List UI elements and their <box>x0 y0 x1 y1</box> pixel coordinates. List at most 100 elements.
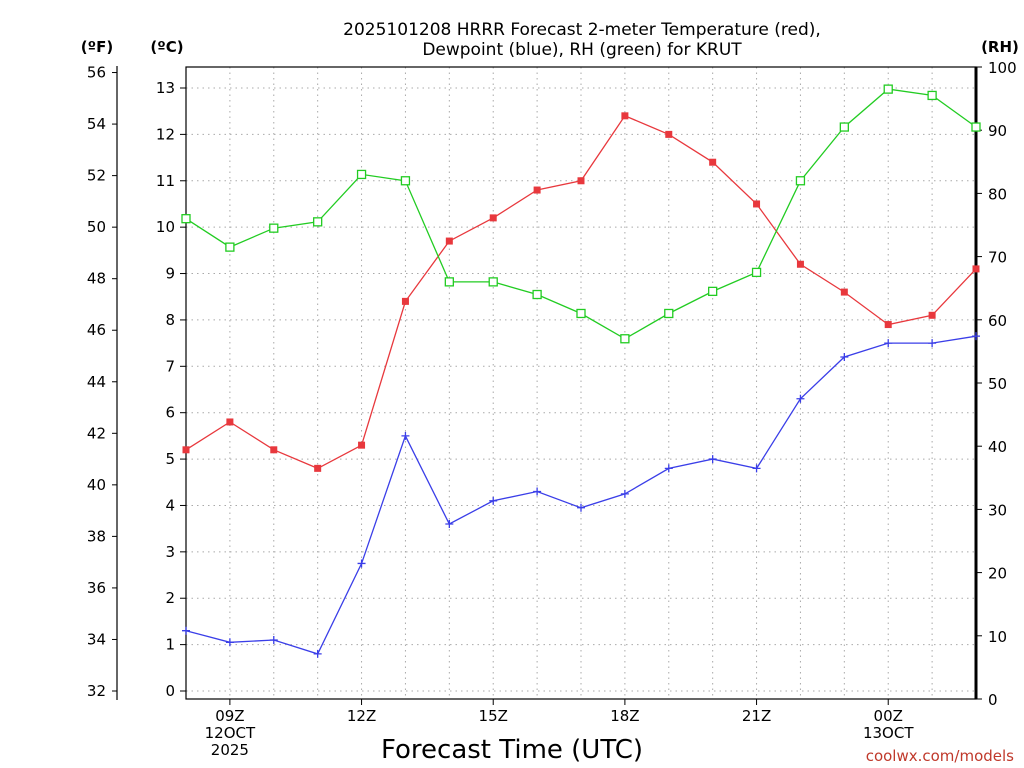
rh-point <box>444 277 454 287</box>
fahrenheit-tick-label: 32 <box>87 682 106 700</box>
rh-tick-label: 100 <box>988 59 1017 77</box>
rh-point <box>225 242 235 252</box>
temperature-point <box>182 446 190 454</box>
temperature-point <box>314 464 322 472</box>
dewpoint-point <box>269 635 278 644</box>
dewpoint-point <box>533 487 542 496</box>
rh-unit-label: (RH) <box>981 38 1019 56</box>
fahrenheit-tick-label: 36 <box>87 579 106 597</box>
celsius-tick-label: 1 <box>165 636 175 654</box>
celsius-tick-label: 12 <box>156 125 175 143</box>
series-layer <box>181 84 981 658</box>
series-rh <box>181 84 981 344</box>
fahrenheit-tick-label: 52 <box>87 167 106 185</box>
gridlines <box>186 67 976 699</box>
celsius-tick-label: 5 <box>165 450 175 468</box>
temperature-line <box>185 114 977 470</box>
x-tick-label: 12OCT <box>205 724 256 742</box>
temperature-point <box>709 158 717 166</box>
celsius-tick-label: 10 <box>156 218 175 236</box>
rh-tick-label: 50 <box>988 375 1007 393</box>
rh-point <box>269 223 279 233</box>
dewpoint-point <box>972 332 980 341</box>
fahrenheit-tick-label: 48 <box>87 270 106 288</box>
dewpoint-point <box>225 638 234 647</box>
rh-point <box>356 169 367 180</box>
x-tick-label: 13OCT <box>863 724 914 742</box>
rh-tick-label: 90 <box>988 122 1007 140</box>
fahrenheit-tick-label: 44 <box>87 373 106 391</box>
dewpoint-point <box>796 394 805 403</box>
rh-tick-label: 60 <box>988 312 1007 330</box>
dewpoint-point <box>577 503 585 512</box>
rh-point <box>751 267 762 278</box>
rh-point <box>532 289 542 300</box>
x-axis-label: Forecast Time (UTC) <box>381 735 643 765</box>
dewpoint-point <box>182 626 190 635</box>
rh-point <box>400 176 411 186</box>
celsius-tick-label: 11 <box>156 172 175 190</box>
dewpoint-point <box>664 464 673 473</box>
rh-point <box>795 176 806 186</box>
x-tick-label: 00Z <box>874 707 903 725</box>
dewpoint-point <box>708 455 717 464</box>
temperature-point <box>928 311 936 319</box>
temperature-point <box>621 112 629 120</box>
temperature-point <box>796 260 804 268</box>
rh-point <box>488 277 498 287</box>
series-dewpoint <box>182 332 980 658</box>
celsius-tick-label: 4 <box>165 496 175 514</box>
dewpoint-point <box>884 339 893 348</box>
temperature-point <box>445 237 453 245</box>
celsius-tick-label: 0 <box>165 682 175 700</box>
rh-tick-label: 20 <box>988 565 1007 583</box>
celsius-tick-label: 9 <box>165 265 175 283</box>
celsius-tick-label: 8 <box>165 311 175 329</box>
axes: 3234363840424446485052545601234567891011… <box>87 59 1017 759</box>
rh-point <box>576 308 586 319</box>
dewpoint-point <box>840 353 849 362</box>
temperature-point <box>753 200 761 208</box>
fahrenheit-unit-label: (ºF) <box>81 38 113 56</box>
dewpoint-point <box>928 339 937 348</box>
x-tick-label: 21Z <box>742 707 771 725</box>
rh-tick-label: 10 <box>988 628 1007 646</box>
rh-point <box>664 308 674 319</box>
rh-point <box>313 217 323 227</box>
temperature-point <box>226 418 234 426</box>
series-temperature <box>182 112 980 472</box>
celsius-tick-label: 13 <box>156 79 175 97</box>
dewpoint-point <box>752 464 761 473</box>
rh-point <box>971 122 981 132</box>
dewpoint-point <box>620 489 629 498</box>
temperature-point <box>577 177 585 185</box>
title-line-2: Dewpoint (blue), RH (green) for KRUT <box>422 40 742 60</box>
x-tick-label: 09Z <box>215 707 244 725</box>
dewpoint-point <box>489 496 498 505</box>
fahrenheit-tick-label: 42 <box>87 424 106 442</box>
temperature-point <box>840 288 848 296</box>
rh-point <box>883 84 893 94</box>
celsius-unit-label: (ºC) <box>150 38 183 56</box>
dewpoint-point <box>401 431 410 440</box>
fahrenheit-tick-label: 34 <box>87 630 106 648</box>
celsius-tick-label: 2 <box>165 589 175 607</box>
celsius-tick-label: 6 <box>165 404 175 422</box>
temperature-point <box>358 441 366 449</box>
rh-tick-label: 0 <box>988 691 998 709</box>
temperature-point <box>489 214 497 222</box>
temperature-point <box>270 446 278 454</box>
dewpoint-point <box>445 520 454 529</box>
x-tick-label: 18Z <box>610 707 639 725</box>
fahrenheit-tick-label: 56 <box>87 64 106 82</box>
rh-tick-label: 70 <box>988 249 1007 267</box>
fahrenheit-tick-label: 38 <box>87 527 106 545</box>
x-tick-label: 12Z <box>347 707 376 725</box>
credit-text: coolwx.com/models <box>866 747 1014 765</box>
fahrenheit-tick-label: 40 <box>87 476 106 494</box>
fahrenheit-tick-label: 54 <box>87 115 106 133</box>
rh-tick-label: 30 <box>988 501 1007 519</box>
fahrenheit-tick-label: 46 <box>87 321 106 339</box>
rh-point <box>839 122 849 132</box>
